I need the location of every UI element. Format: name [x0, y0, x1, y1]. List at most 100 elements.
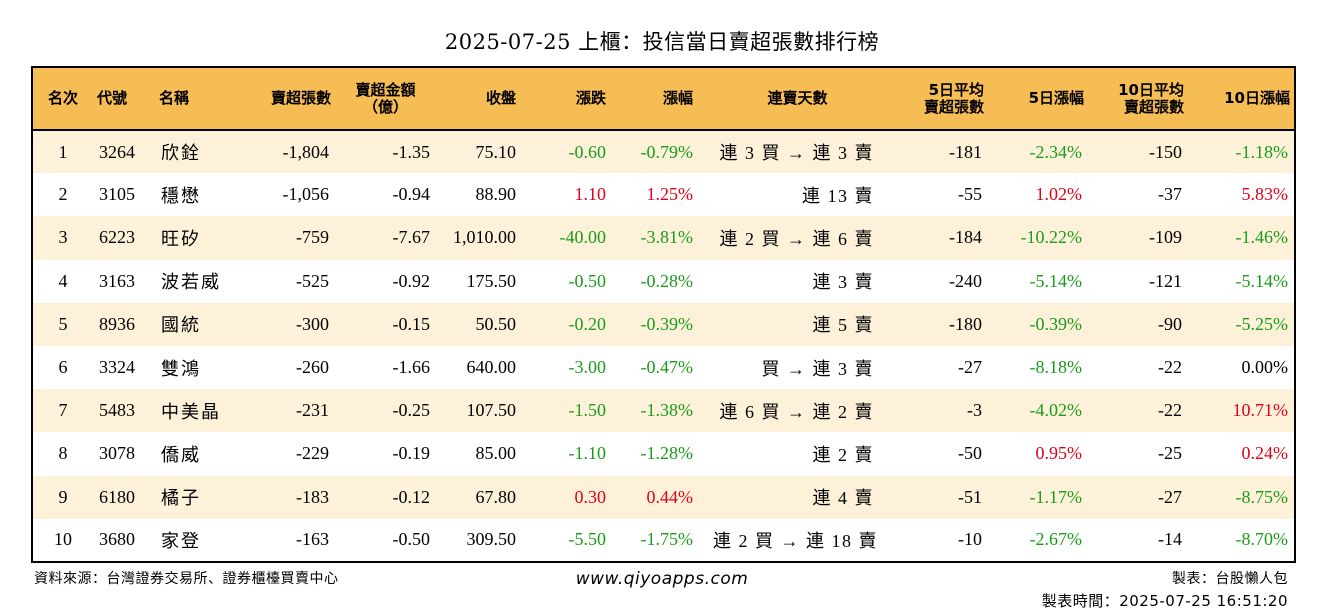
table-row: 10 3680 家登 -163 -0.50 309.50 -5.50 -1.75% 連 2 買 … [32, 518, 1295, 562]
cell-change-pct: -1.28% [640, 443, 694, 464]
cell-net-sell-amount: -0.19 [392, 443, 431, 464]
cell-close: 88.90 [475, 184, 517, 205]
cell-net-sell-lots: -300 [296, 313, 329, 334]
cell-streak: 連 5 賣 [812, 315, 874, 336]
cell-chg10: 0.00% [1241, 357, 1289, 378]
cell-name: 橘子 [161, 488, 201, 509]
cell-rank: 6 [58, 357, 68, 378]
cell-chg10: -5.14% [1235, 270, 1289, 291]
cell-rank: 8 [58, 443, 68, 464]
header-net-sell-amount-line1: 賣超金額 [355, 80, 416, 99]
cell-streak: 連 3 買 → 連 3 賣 [719, 143, 874, 164]
table-row: 6 3324 雙鴻 -260 -1.66 640.00 -3.00 -0.47% 買 → 連 3… [32, 345, 1295, 390]
cell-avg5: -55 [958, 184, 982, 205]
cell-change: -0.50 [568, 270, 607, 291]
cell-net-sell-lots: -183 [296, 486, 329, 507]
cell-code: 3324 [99, 357, 135, 378]
cell-chg10: -8.70% [1235, 529, 1289, 550]
cell-code: 8936 [99, 313, 135, 334]
cell-avg5: -180 [949, 313, 982, 334]
cell-avg10: -27 [1158, 486, 1182, 507]
cell-avg5: -3 [967, 400, 982, 421]
cell-chg10: -1.46% [1235, 227, 1289, 248]
header-change: 漲跌 [526, 67, 616, 131]
cell-close: 1,010.00 [453, 227, 516, 248]
cell-net-sell-lots: -231 [296, 400, 329, 421]
cell-net-sell-lots: -260 [296, 357, 329, 378]
cell-rank: 3 [58, 227, 68, 248]
cell-streak: 連 2 買 → 連 18 賣 [713, 530, 878, 551]
cell-rank: 1 [58, 141, 68, 162]
table-row: 1 3264 欣銓 -1,804 -1.35 75.10 -0.60 -0.79% 連 3 買 … [32, 130, 1295, 174]
header-close: 收盤 [436, 67, 526, 131]
cell-streak: 連 2 買 → 連 6 賣 [719, 228, 874, 249]
cell-net-sell-lots: -1,804 [282, 141, 330, 162]
cell-name: 雙鴻 [161, 358, 201, 379]
cell-avg10: -121 [1149, 270, 1182, 291]
cell-net-sell-amount: -7.67 [392, 227, 431, 248]
cell-streak: 連 6 買 → 連 2 賣 [719, 401, 874, 422]
cell-streak: 連 4 賣 [812, 488, 874, 509]
header-avg5: 5日平均 賣超張數 [888, 67, 988, 131]
site-url: www.qiyoapps.com [575, 569, 749, 589]
cell-change: 1.10 [574, 184, 607, 205]
cell-streak: 買 → 連 3 賣 [761, 358, 874, 379]
cell-change: -0.60 [568, 141, 607, 162]
cell-chg5: -5.14% [1029, 270, 1083, 291]
cell-code: 3078 [99, 443, 135, 464]
cell-code: 6223 [99, 227, 135, 248]
cell-net-sell-amount: -1.35 [392, 141, 431, 162]
cell-chg5: -8.18% [1029, 357, 1083, 378]
cell-net-sell-amount: -0.15 [392, 313, 431, 334]
cell-change: -3.00 [568, 357, 607, 378]
cell-change-pct: -1.38% [640, 400, 694, 421]
cell-change: 0.30 [574, 486, 607, 507]
cell-change-pct: -0.47% [640, 357, 694, 378]
cell-net-sell-amount: -0.25 [392, 400, 431, 421]
cell-avg10: -25 [1158, 443, 1182, 464]
header-chg5: 5日漲幅 [988, 67, 1088, 131]
cell-avg5: -10 [958, 529, 982, 550]
page-title: 2025-07-25 上櫃：投信當日賣超張數排行榜 [444, 30, 880, 54]
cell-change-pct: -0.39% [640, 313, 694, 334]
table-row: 5 8936 國統 -300 -0.15 50.50 -0.20 -0.39% 連 5 賣 -18… [32, 302, 1295, 346]
generated-time: 製表時間：2025-07-25 16:51:20 [1041, 592, 1288, 610]
cell-chg5: -1.17% [1029, 486, 1083, 507]
cell-name: 僑威 [161, 444, 201, 465]
cell-avg10: -150 [1149, 141, 1182, 162]
cell-avg5: -51 [958, 486, 982, 507]
cell-chg10: 0.24% [1241, 443, 1289, 464]
cell-name: 家登 [161, 530, 201, 551]
cell-rank: 7 [58, 400, 68, 421]
cell-avg10: -22 [1158, 357, 1182, 378]
header-avg5-line2: 賣超張數 [923, 97, 984, 116]
cell-close: 85.00 [475, 443, 517, 464]
cell-streak: 連 3 賣 [812, 272, 874, 293]
cell-streak: 連 13 賣 [802, 185, 874, 206]
cell-change: -5.50 [568, 529, 607, 550]
cell-close: 175.50 [466, 270, 517, 291]
cell-net-sell-amount: -0.92 [392, 270, 431, 291]
cell-chg10: -8.75% [1235, 486, 1289, 507]
cell-net-sell-amount: -1.66 [392, 357, 431, 378]
header-net-sell-amount: 賣超金額 （億） [335, 67, 436, 131]
cell-change-pct: -3.81% [640, 227, 694, 248]
header-chg10: 10日漲幅 [1188, 67, 1295, 131]
cell-avg10: -90 [1158, 313, 1182, 334]
cell-close: 50.50 [475, 313, 517, 334]
cell-change-pct: -1.75% [640, 529, 694, 550]
cell-change: -40.00 [559, 227, 607, 248]
cell-avg10: -109 [1149, 227, 1182, 248]
table-header-row: 名次 代號 名稱 賣超張數 賣超金額 （億） 收盤 漲跌 漲幅 連賣天數 5日平… [32, 67, 1295, 131]
cell-close: 309.50 [466, 529, 517, 550]
cell-avg10: -22 [1158, 400, 1182, 421]
cell-name: 穩懋 [161, 185, 201, 206]
cell-chg5: -4.02% [1029, 400, 1083, 421]
cell-change: -1.10 [568, 443, 607, 464]
table-row: 3 6223 旺矽 -759 -7.67 1,010.00 -40.00 -3.81% 連 2 … [32, 216, 1295, 260]
cell-chg5: 1.02% [1035, 184, 1083, 205]
cell-close: 640.00 [466, 357, 517, 378]
cell-net-sell-lots: -759 [296, 227, 329, 248]
cell-rank: 10 [54, 529, 72, 550]
cell-name: 國統 [161, 315, 201, 336]
